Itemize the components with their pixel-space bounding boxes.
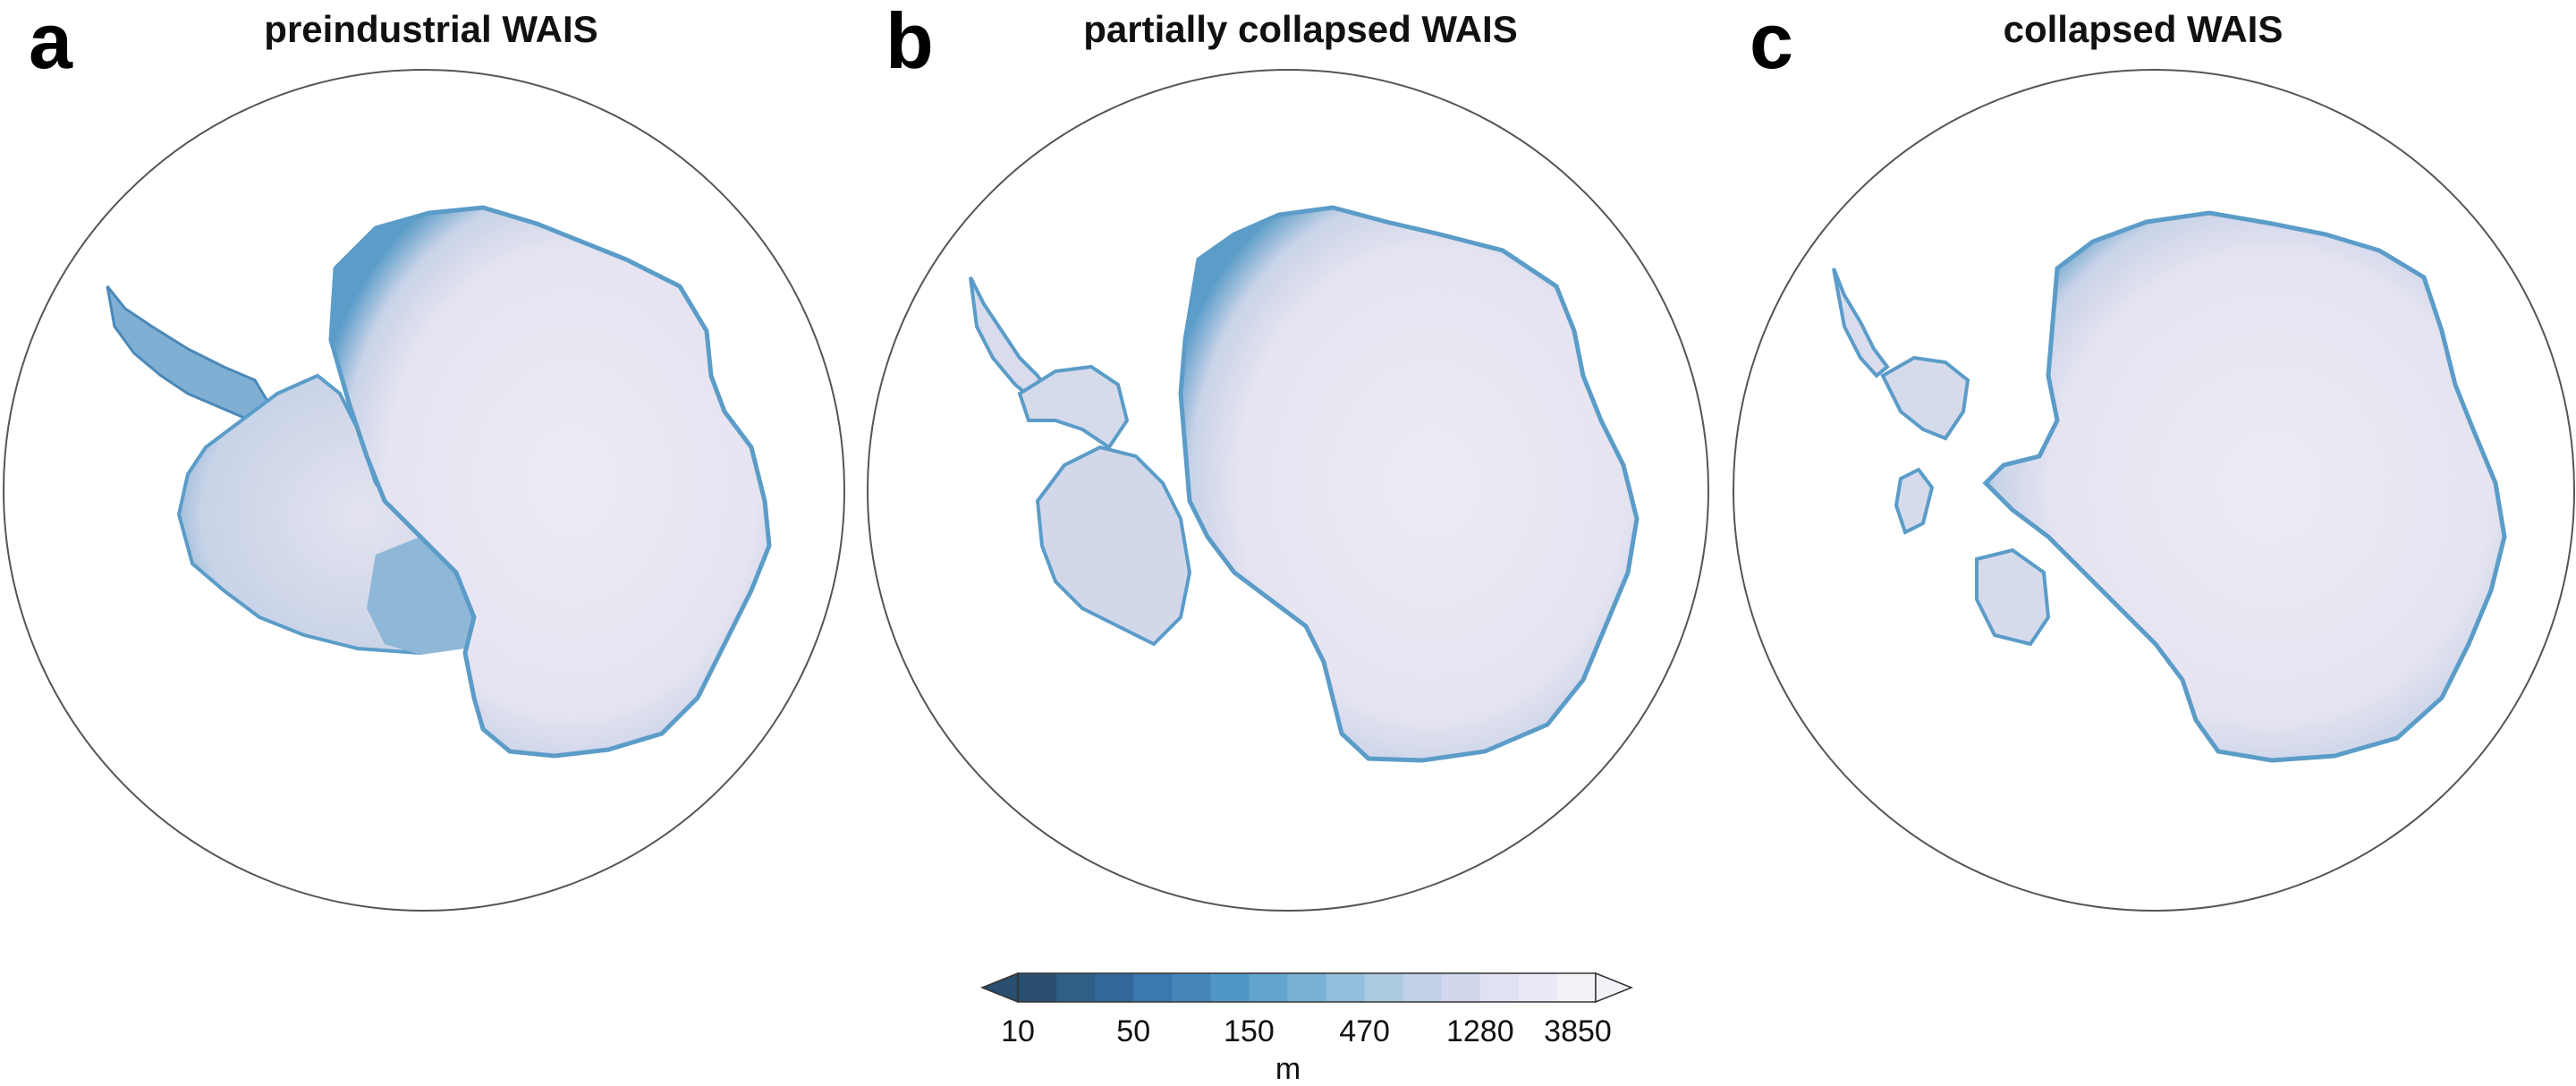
map-panel-a <box>3 69 845 912</box>
panel-letter-c: c <box>1750 0 1793 85</box>
panel-letter-a: a <box>29 0 72 85</box>
map-boundary-a <box>3 69 845 912</box>
colorbar-swatch <box>1518 973 1558 1002</box>
colorbar-tick-label: 3850 <box>1544 1014 1612 1048</box>
colorbar-swatch <box>1056 973 1096 1002</box>
colorbar-swatch <box>1133 973 1173 1002</box>
panel-title-c: collapsed WAIS <box>2003 8 2284 50</box>
west-islands-c <box>1880 355 1970 441</box>
colorbar-swatch <box>1249 973 1288 1002</box>
map-boundary-c <box>1733 69 2575 912</box>
colorbar-tick-label: 50 <box>1116 1014 1150 1048</box>
colorbar-tick-labels: 10 50 150 470 1280 3850 <box>1001 1014 1612 1048</box>
colorbar-swatch <box>1479 973 1520 1002</box>
colorbar-max-extension <box>1595 971 1634 1004</box>
colorbar-tick-label: 150 <box>1224 1014 1275 1048</box>
colorbar-tick-label: 1280 <box>1446 1014 1514 1048</box>
colorbar-swatch <box>1364 973 1404 1002</box>
map-panel-b <box>867 69 1709 912</box>
colorbar-swatch <box>1095 973 1134 1002</box>
colorbar-tick-label: 10 <box>1001 1014 1035 1048</box>
colorbar-swatch <box>1326 973 1366 1002</box>
colorbar-swatch <box>1441 973 1481 1002</box>
map-panel-c <box>1733 69 2575 912</box>
colorbar-min-extension <box>979 971 1019 1004</box>
panel-title-b: partially collapsed WAIS <box>1083 8 1518 50</box>
small-island-c2 <box>1975 547 2051 647</box>
colorbar-swatch <box>1402 973 1443 1002</box>
colorbar-swatch <box>1210 973 1250 1002</box>
panel-letter-b: b <box>886 0 934 85</box>
east-antarctica-b <box>1178 205 1640 763</box>
east-antarctica-a <box>328 205 772 759</box>
panel-title-a: preindustrial WAIS <box>264 8 598 50</box>
marie-byrd-land-b <box>1035 445 1192 647</box>
colorbar-swatch <box>1556 973 1597 1002</box>
colorbar-boxes <box>1017 972 1597 1003</box>
colorbar-swatch <box>1172 973 1211 1002</box>
colorbar-unit-label: m <box>1275 1052 1301 1086</box>
colorbar-swatch <box>1287 973 1327 1002</box>
east-antarctica-c <box>1982 210 2507 763</box>
small-island-c1 <box>1894 467 1935 535</box>
antarctic-peninsula-c <box>1832 267 1890 378</box>
west-islands-b <box>1017 364 1130 450</box>
colorbar-tick-label: 470 <box>1339 1014 1390 1048</box>
map-boundary-b <box>867 69 1709 912</box>
colorbar-swatch <box>1018 973 1057 1002</box>
